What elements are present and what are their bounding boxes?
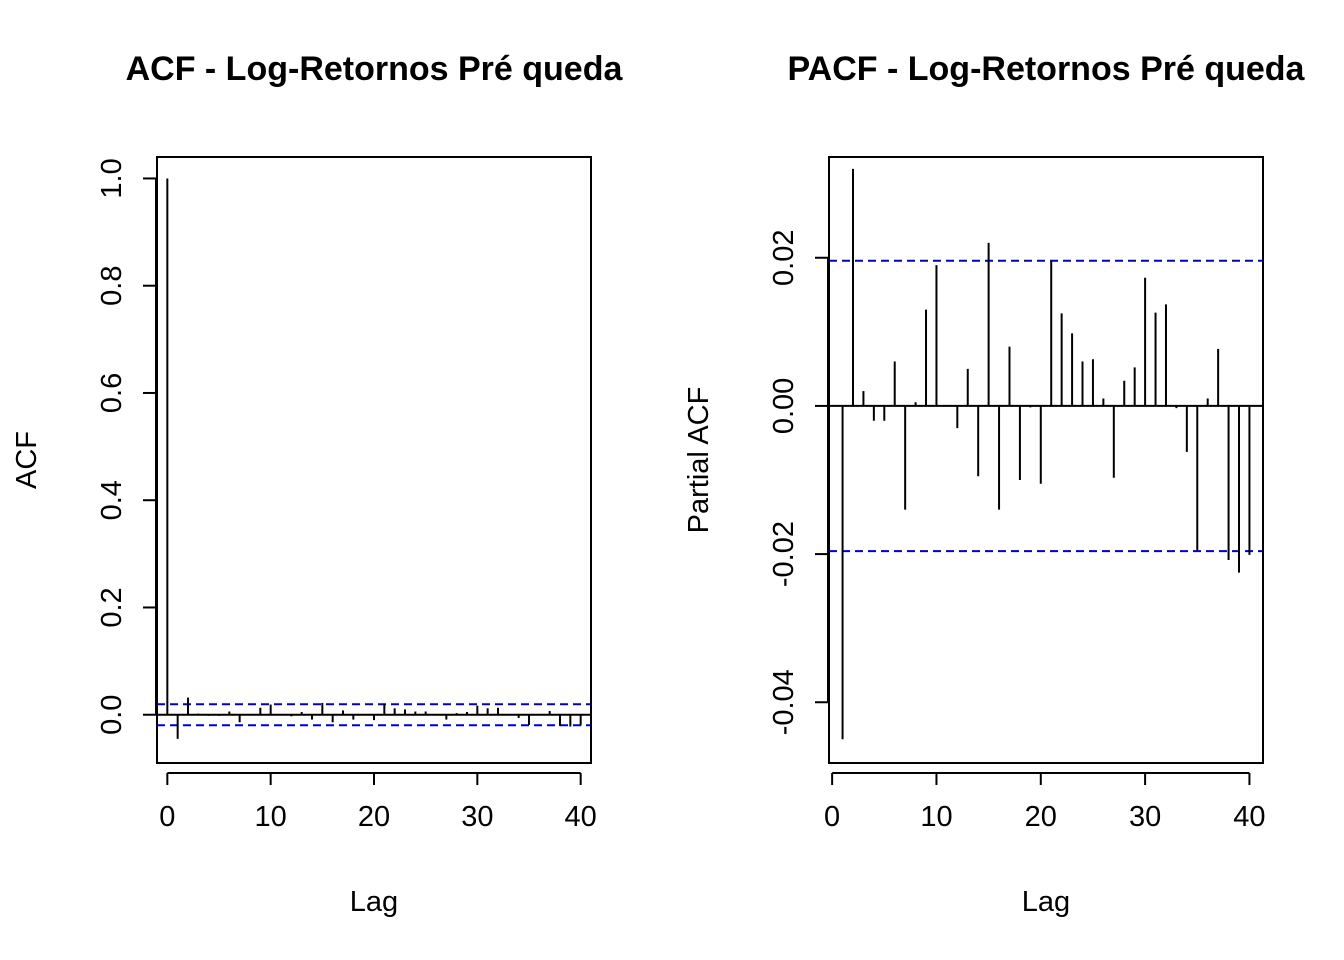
- acf-y-tick-label-1.0: 1.0: [96, 158, 128, 198]
- acf-x-label: Lag: [350, 886, 398, 918]
- acf-x-tick-label-0: 0: [159, 801, 175, 833]
- acf-y-tick-label-0.2: 0.2: [96, 587, 128, 627]
- pacf-marks: [829, 168, 1263, 740]
- acf-x-tick-label-20: 20: [358, 801, 390, 833]
- pacf-title: PACF - Log-Retornos Pré queda: [788, 50, 1306, 88]
- pacf-y-tick-label-0.02: 0.02: [768, 230, 800, 286]
- acf-y-tick-label-0.0: 0.0: [96, 695, 128, 735]
- pacf-y-tick-label--0.04: -0.04: [768, 669, 800, 735]
- acf-y-axis: 0.0 0.2 0.4 0.6 0.8 1.0: [96, 158, 157, 735]
- pacf-y-tick-label-0.00: 0.00: [768, 378, 800, 434]
- acf-marks: [157, 178, 591, 739]
- acf-x-axis: 0 10 20 30 40: [159, 772, 597, 833]
- pacf-x-tick-label-0: 0: [824, 801, 840, 833]
- acf-title: ACF - Log-Retornos Pré queda: [126, 50, 624, 88]
- pacf-panel: PACF - Log-Retornos Pré queda 0 10 20 30 40 …: [683, 50, 1306, 918]
- pacf-x-tick-label-10: 10: [920, 801, 952, 833]
- acf-y-label: ACF: [11, 431, 43, 489]
- pacf-x-label: Lag: [1022, 886, 1070, 918]
- pacf-x-axis: 0 10 20 30 40: [824, 772, 1266, 833]
- acf-panel: ACF - Log-Retornos Pré queda 0 10 20 30 40 0…: [11, 50, 623, 918]
- pacf-x-tick-label-40: 40: [1233, 801, 1265, 833]
- pacf-x-tick-label-20: 20: [1025, 801, 1057, 833]
- pacf-y-axis: -0.04 -0.02 0.00 0.02: [768, 230, 829, 735]
- acf-plot-box: [156, 156, 592, 764]
- acf-y-tick-label-0.4: 0.4: [96, 480, 128, 520]
- pacf-x-tick-label-30: 30: [1129, 801, 1161, 833]
- acf-y-tick-label-0.6: 0.6: [96, 373, 128, 413]
- acf-x-tick-label-30: 30: [461, 801, 493, 833]
- pacf-y-tick-label--0.02: -0.02: [768, 521, 800, 587]
- acf-x-tick-label-10: 10: [255, 801, 287, 833]
- pacf-y-label: Partial ACF: [683, 387, 715, 534]
- acf-x-tick-label-40: 40: [565, 801, 597, 833]
- acf-y-tick-label-0.8: 0.8: [96, 266, 128, 306]
